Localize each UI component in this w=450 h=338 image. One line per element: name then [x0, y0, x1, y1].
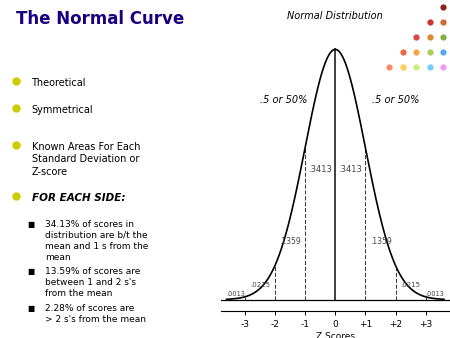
Text: FOR EACH SIDE:: FOR EACH SIDE:	[32, 193, 125, 203]
Text: ■: ■	[27, 267, 34, 276]
Text: Symmetrical: Symmetrical	[32, 105, 93, 115]
Text: 2.28% of scores are
> 2 s's from the mean: 2.28% of scores are > 2 s's from the mea…	[45, 304, 146, 324]
Text: ■: ■	[27, 220, 34, 229]
Text: ■: ■	[27, 304, 34, 313]
X-axis label: Z Scores: Z Scores	[316, 332, 355, 338]
Text: Normal Distribution: Normal Distribution	[288, 11, 383, 21]
Text: .0013: .0013	[226, 291, 245, 297]
Text: .1359: .1359	[279, 237, 301, 246]
Text: .3413: .3413	[338, 165, 362, 174]
Text: .1359: .1359	[369, 237, 392, 246]
Text: .0215: .0215	[250, 282, 270, 288]
Text: .5 or 50%: .5 or 50%	[372, 95, 419, 105]
Text: Known Areas For Each
Standard Deviation or
Z-score: Known Areas For Each Standard Deviation …	[32, 142, 140, 177]
Text: 34.13% of scores in
distribution are b/t the
mean and 1 s from the
mean: 34.13% of scores in distribution are b/t…	[45, 220, 148, 262]
Text: Theoretical: Theoretical	[32, 78, 86, 88]
Text: .5 or 50%: .5 or 50%	[260, 95, 308, 105]
Text: The Normal Curve: The Normal Curve	[16, 10, 184, 28]
Text: .0013: .0013	[425, 291, 444, 297]
Text: .0215: .0215	[401, 282, 421, 288]
Text: 13.59% of scores are
between 1 and 2 s's
from the mean: 13.59% of scores are between 1 and 2 s's…	[45, 267, 140, 298]
Text: .3413: .3413	[308, 165, 332, 174]
